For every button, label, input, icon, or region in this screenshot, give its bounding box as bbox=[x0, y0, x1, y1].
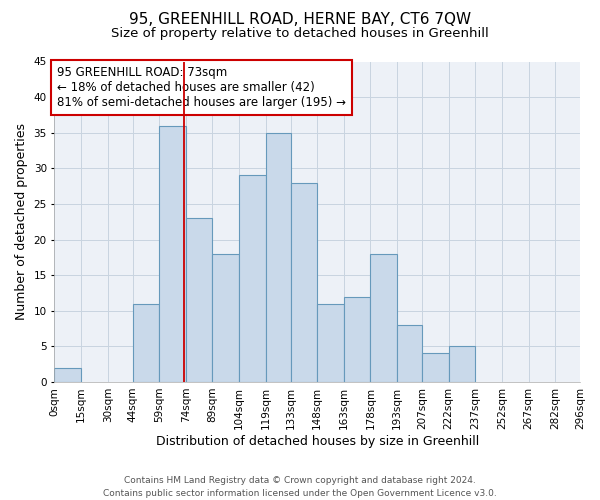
Bar bbox=[344, 296, 370, 382]
Bar bbox=[422, 354, 449, 382]
Bar bbox=[159, 126, 186, 382]
Text: Size of property relative to detached houses in Greenhill: Size of property relative to detached ho… bbox=[111, 28, 489, 40]
Text: 95, GREENHILL ROAD, HERNE BAY, CT6 7QW: 95, GREENHILL ROAD, HERNE BAY, CT6 7QW bbox=[129, 12, 471, 28]
Bar bbox=[290, 182, 317, 382]
Bar bbox=[397, 325, 422, 382]
Bar bbox=[317, 304, 344, 382]
Bar bbox=[239, 176, 266, 382]
Bar bbox=[449, 346, 475, 382]
Bar bbox=[370, 254, 397, 382]
Bar bbox=[55, 368, 81, 382]
Text: 95 GREENHILL ROAD: 73sqm
← 18% of detached houses are smaller (42)
81% of semi-d: 95 GREENHILL ROAD: 73sqm ← 18% of detach… bbox=[57, 66, 346, 110]
Bar bbox=[266, 132, 290, 382]
Y-axis label: Number of detached properties: Number of detached properties bbox=[15, 123, 28, 320]
X-axis label: Distribution of detached houses by size in Greenhill: Distribution of detached houses by size … bbox=[155, 434, 479, 448]
Bar bbox=[133, 304, 159, 382]
Text: Contains HM Land Registry data © Crown copyright and database right 2024.
Contai: Contains HM Land Registry data © Crown c… bbox=[103, 476, 497, 498]
Bar bbox=[212, 254, 239, 382]
Bar bbox=[186, 218, 212, 382]
